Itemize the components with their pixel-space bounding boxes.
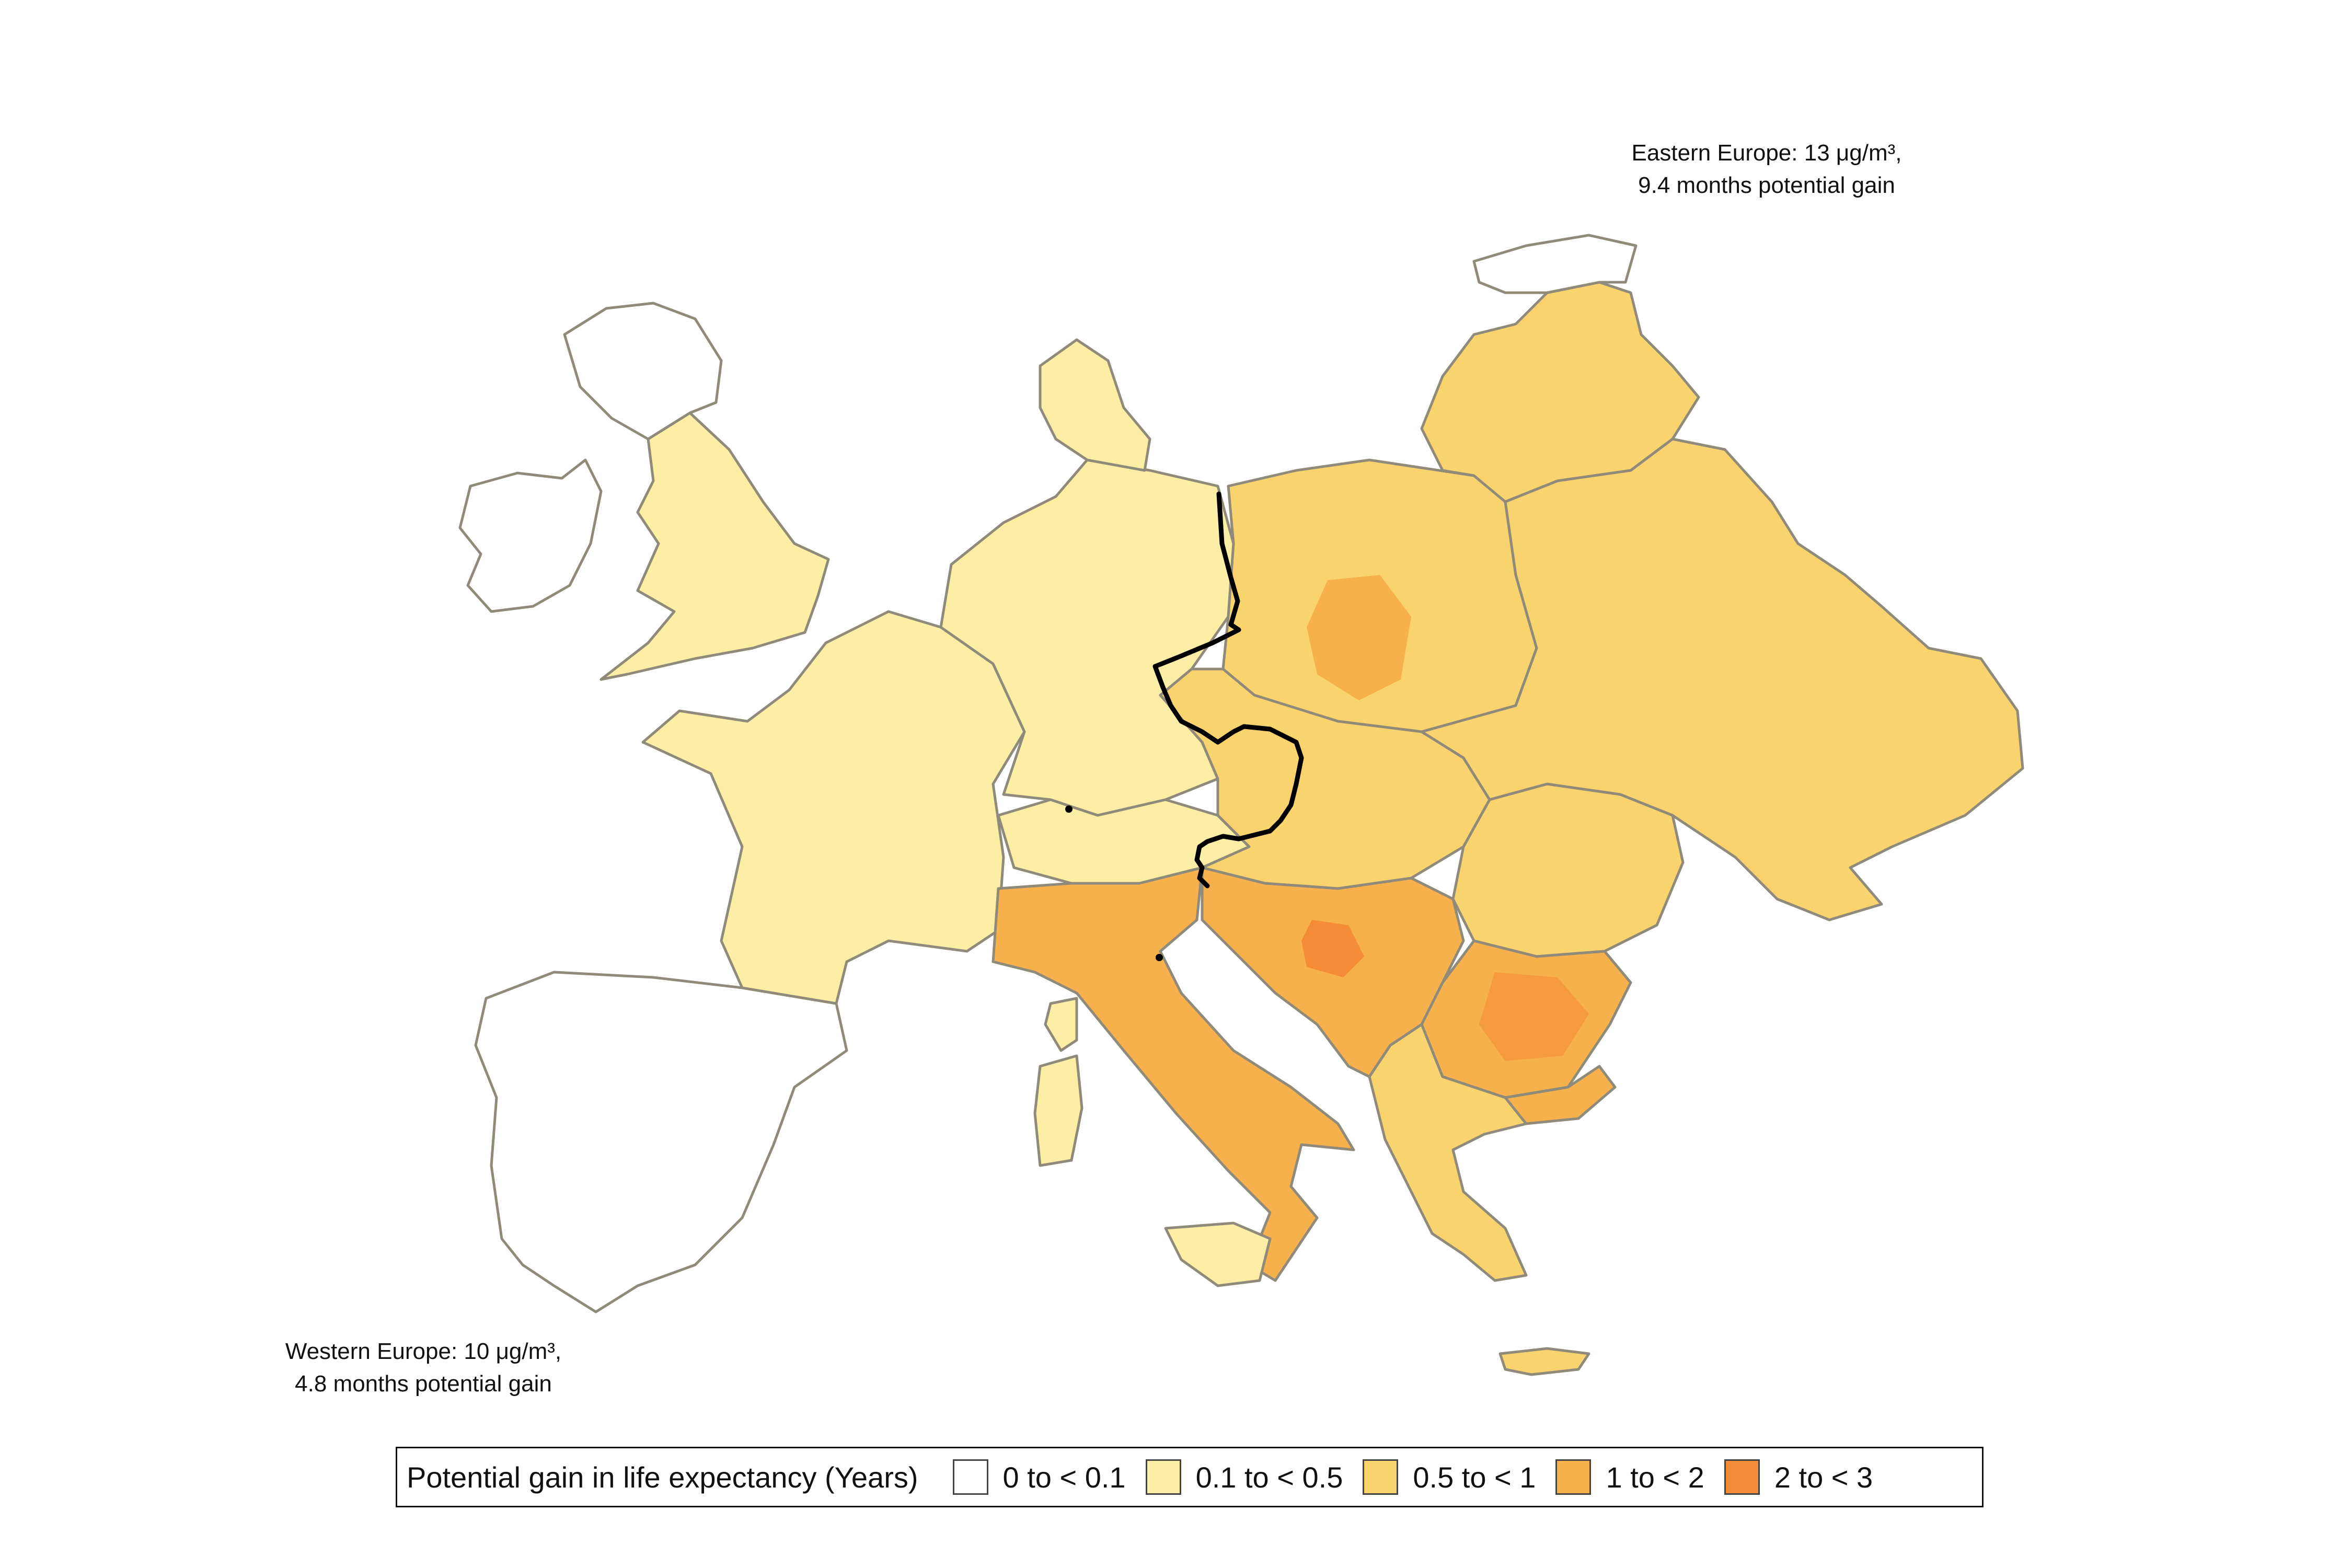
- region-italy: [991, 866, 1355, 1282]
- legend-swatch: [1724, 1459, 1760, 1495]
- hotspot-bulgaria: [1479, 972, 1589, 1061]
- region-spain: [474, 971, 848, 1313]
- region-crete: [1498, 1347, 1590, 1376]
- divider-marker-north-italy: [1065, 805, 1073, 813]
- region-sardinia: [1033, 1054, 1083, 1167]
- legend-item: 1 to < 2: [1555, 1459, 1704, 1495]
- hotspot-bosnia: [1301, 920, 1364, 977]
- hotspot-poland-south: [1307, 575, 1411, 700]
- legend-item: 2 to < 3: [1724, 1459, 1873, 1495]
- eastern-europe-annotation-line2: 9.4 months potential gain: [1638, 172, 1895, 198]
- western-europe-annotation-line2: 4.8 months potential gain: [295, 1371, 552, 1397]
- east-west-divider-line: [1152, 491, 1304, 889]
- legend-label: 0.1 to < 0.5: [1195, 1460, 1343, 1494]
- region-corsica: [1044, 997, 1078, 1052]
- legend-label: 0.5 to < 1: [1413, 1460, 1536, 1494]
- legend-swatch: [952, 1459, 988, 1495]
- legend-swatch: [1363, 1459, 1399, 1495]
- legend-label: 1 to < 2: [1606, 1460, 1704, 1494]
- region-estonia: [1472, 234, 1638, 294]
- western-europe-annotation-line1: Western Europe: 10 μg/m³,: [285, 1339, 562, 1364]
- eastern-europe-annotation-line1: Eastern Europe: 13 μg/m³,: [1631, 140, 1902, 166]
- eastern-europe-annotation: Eastern Europe: 13 μg/m³, 9.4 months pot…: [1620, 137, 1913, 202]
- legend-item: 0.5 to < 1: [1363, 1459, 1536, 1495]
- region-sicily: [1164, 1221, 1272, 1287]
- legend-title: Potential gain in life expectancy (Years…: [407, 1460, 918, 1494]
- region-denmark: [1039, 338, 1151, 472]
- legend-swatch: [1145, 1459, 1181, 1495]
- region-romania: [1451, 782, 1685, 958]
- region-great-britain: [599, 411, 830, 681]
- region-thrace: [1504, 1065, 1617, 1125]
- legend-item: 0 to < 0.1: [952, 1459, 1126, 1495]
- region-ireland: [458, 458, 603, 613]
- legend-swatch: [1555, 1459, 1592, 1495]
- region-greece: [1368, 1023, 1528, 1282]
- region-central-europe: [1159, 667, 1491, 890]
- legend: Potential gain in life expectancy (Years…: [396, 1447, 1984, 1507]
- region-france: [641, 610, 1026, 1005]
- legend-label: 0 to < 0.1: [1002, 1460, 1126, 1494]
- legend-item: 0.1 to < 0.5: [1145, 1459, 1343, 1495]
- western-europe-annotation: Western Europe: 10 μg/m³, 4.8 months pot…: [261, 1335, 585, 1400]
- legend-label: 2 to < 3: [1774, 1460, 1873, 1494]
- region-scotland: [563, 302, 723, 441]
- divider-marker-adriatic: [1156, 954, 1163, 961]
